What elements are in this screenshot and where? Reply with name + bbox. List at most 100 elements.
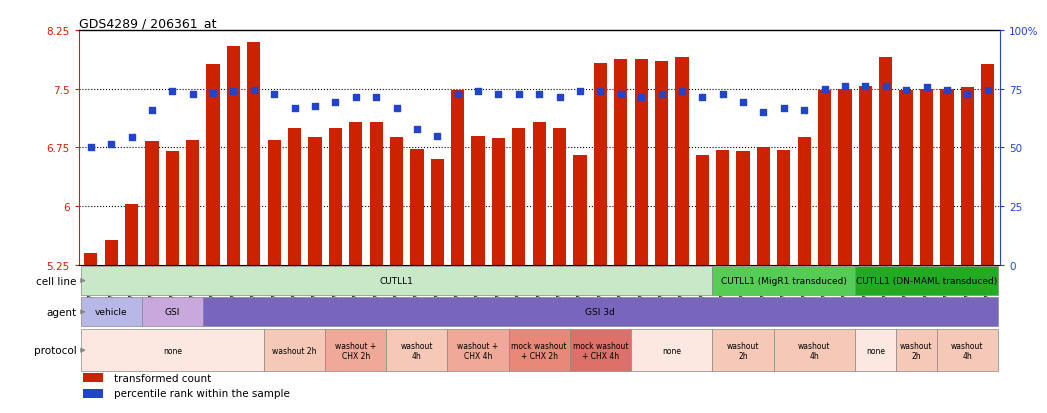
- Bar: [451, 91, 464, 265]
- Bar: [774, 330, 855, 371]
- Point: [184, 92, 201, 98]
- Point: [531, 92, 548, 98]
- Point: [367, 94, 384, 101]
- Point: [897, 88, 914, 95]
- Bar: [81, 298, 141, 326]
- Bar: [961, 88, 974, 265]
- Bar: [203, 298, 998, 326]
- Point: [877, 84, 894, 90]
- Bar: [736, 152, 750, 265]
- Point: [714, 92, 731, 98]
- Bar: [81, 266, 712, 295]
- Bar: [206, 64, 220, 265]
- Bar: [264, 330, 326, 371]
- Point: [164, 88, 181, 95]
- Bar: [940, 90, 954, 265]
- Bar: [855, 330, 896, 371]
- Bar: [146, 142, 158, 265]
- Point: [408, 126, 425, 133]
- Point: [632, 94, 649, 101]
- Point: [429, 133, 446, 140]
- Bar: [447, 330, 509, 371]
- Bar: [920, 90, 933, 265]
- Text: CUTLL1 (DN-MAML transduced): CUTLL1 (DN-MAML transduced): [855, 276, 997, 285]
- Point: [245, 87, 262, 94]
- Bar: [386, 330, 447, 371]
- Bar: [631, 330, 712, 371]
- Bar: [247, 43, 261, 265]
- Bar: [553, 128, 566, 265]
- Bar: [937, 330, 998, 371]
- Text: vehicle: vehicle: [95, 308, 128, 317]
- Bar: [899, 91, 913, 265]
- Bar: [839, 90, 851, 265]
- Text: GSI 3d: GSI 3d: [585, 308, 616, 317]
- Bar: [757, 148, 770, 265]
- Point: [470, 88, 487, 95]
- Text: none: none: [866, 346, 885, 355]
- Bar: [879, 58, 892, 265]
- Bar: [430, 160, 444, 265]
- Bar: [981, 64, 995, 265]
- Bar: [675, 58, 689, 265]
- Bar: [227, 47, 240, 265]
- Bar: [141, 298, 203, 326]
- Text: washout
4h: washout 4h: [951, 341, 983, 360]
- Point: [143, 107, 160, 114]
- Text: CUTLL1: CUTLL1: [380, 276, 414, 285]
- Text: CUTLL1 (MigR1 transduced): CUTLL1 (MigR1 transduced): [721, 276, 847, 285]
- Point: [817, 86, 833, 93]
- Point: [857, 84, 874, 90]
- Text: protocol: protocol: [34, 345, 76, 355]
- Point: [511, 92, 528, 98]
- Bar: [509, 330, 570, 371]
- Point: [388, 106, 405, 112]
- Point: [551, 94, 567, 101]
- Bar: [615, 60, 627, 265]
- Bar: [512, 128, 526, 265]
- Text: agent: agent: [46, 307, 76, 317]
- Bar: [634, 60, 648, 265]
- Bar: [798, 138, 810, 265]
- Point: [653, 92, 670, 98]
- Text: mock washout
+ CHX 4h: mock washout + CHX 4h: [573, 341, 628, 360]
- Point: [796, 107, 812, 114]
- Text: cell line: cell line: [37, 276, 76, 286]
- Point: [776, 106, 793, 112]
- Bar: [777, 150, 790, 265]
- Point: [225, 88, 242, 95]
- Bar: [712, 330, 774, 371]
- Point: [572, 88, 588, 95]
- Point: [307, 103, 324, 110]
- Bar: [83, 374, 104, 382]
- Text: GSI: GSI: [164, 308, 180, 317]
- Text: washout +
CHX 4h: washout + CHX 4h: [458, 341, 498, 360]
- Bar: [326, 330, 386, 371]
- Point: [266, 92, 283, 98]
- Point: [286, 106, 303, 112]
- Point: [959, 92, 976, 98]
- Bar: [83, 389, 104, 398]
- Bar: [84, 254, 97, 265]
- Text: percentile rank within the sample: percentile rank within the sample: [113, 389, 289, 399]
- Text: washout +
CHX 2h: washout + CHX 2h: [335, 341, 376, 360]
- Bar: [268, 140, 281, 265]
- Point: [918, 85, 935, 91]
- Bar: [389, 138, 403, 265]
- Bar: [125, 204, 138, 265]
- Text: transformed count: transformed count: [113, 373, 210, 383]
- Bar: [370, 122, 383, 265]
- Point: [755, 110, 772, 116]
- Bar: [570, 330, 631, 371]
- Text: mock washout
+ CHX 2h: mock washout + CHX 2h: [511, 341, 567, 360]
- Bar: [654, 62, 668, 265]
- Point: [673, 88, 690, 95]
- Bar: [855, 266, 998, 295]
- Point: [612, 92, 629, 98]
- Bar: [716, 150, 730, 265]
- Text: washout
4h: washout 4h: [798, 341, 830, 360]
- Bar: [492, 139, 505, 265]
- Bar: [165, 152, 179, 265]
- Bar: [896, 330, 937, 371]
- Point: [348, 94, 364, 101]
